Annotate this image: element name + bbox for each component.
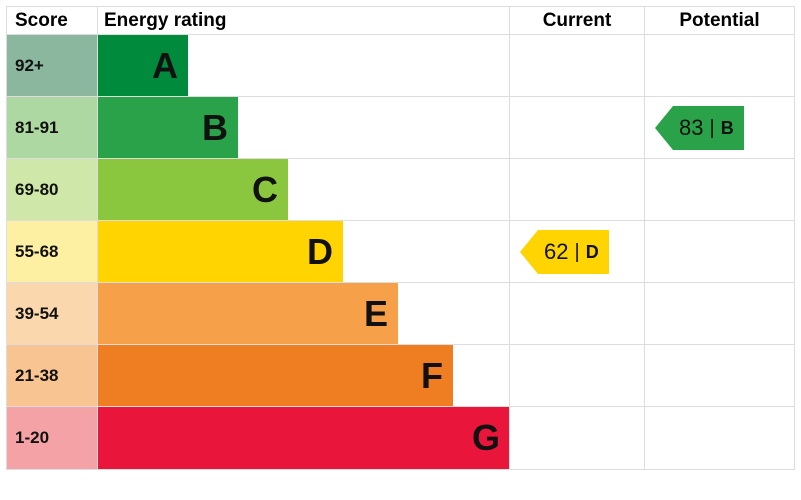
bar-b: B [98, 97, 238, 158]
potential-tag-arrow-icon [655, 106, 673, 150]
rating-cell-d: D [97, 221, 509, 282]
potential-tag: 83 | B [655, 106, 744, 150]
score-cell-a: 92+ [7, 35, 97, 96]
band-row-b: 81-91 B 83 | B [7, 97, 794, 159]
band-row-g: 1-20 G [7, 407, 794, 469]
potential-cell-f [644, 345, 794, 406]
header-row: Score Energy rating Current Potential [7, 7, 794, 35]
current-grade: D [586, 242, 599, 263]
current-value: 62 [544, 239, 568, 265]
current-cell-c [509, 159, 644, 220]
bar-a: A [98, 35, 188, 96]
bar-g: G [98, 407, 510, 469]
current-cell-a [509, 35, 644, 96]
score-cell-d: 55-68 [7, 221, 97, 282]
potential-sep: | [709, 117, 714, 140]
current-tag: 62 | D [520, 230, 609, 274]
energy-rating-chart: Score Energy rating Current Potential 92… [6, 6, 795, 470]
current-cell-f [509, 345, 644, 406]
rating-cell-b: B [97, 97, 509, 158]
score-cell-c: 69-80 [7, 159, 97, 220]
bar-e: E [98, 283, 398, 344]
bands-container: 92+ A 81-91 B 83 | B [7, 35, 794, 469]
current-cell-d: 62 | D [509, 221, 644, 282]
score-cell-e: 39-54 [7, 283, 97, 344]
band-row-e: 39-54 E [7, 283, 794, 345]
potential-cell-e [644, 283, 794, 344]
potential-grade: B [721, 118, 734, 139]
current-cell-b [509, 97, 644, 158]
header-rating: Energy rating [97, 7, 509, 34]
potential-value: 83 [679, 115, 703, 141]
rating-cell-e: E [97, 283, 509, 344]
band-row-c: 69-80 C [7, 159, 794, 221]
potential-cell-a [644, 35, 794, 96]
current-cell-g [509, 407, 644, 469]
rating-cell-a: A [97, 35, 509, 96]
potential-tag-body: 83 | B [673, 106, 744, 150]
band-row-f: 21-38 F [7, 345, 794, 407]
score-cell-f: 21-38 [7, 345, 97, 406]
bar-c: C [98, 159, 288, 220]
current-cell-e [509, 283, 644, 344]
potential-cell-d [644, 221, 794, 282]
potential-cell-c [644, 159, 794, 220]
score-cell-g: 1-20 [7, 407, 97, 469]
current-sep: | [574, 241, 579, 264]
header-score: Score [7, 7, 97, 34]
potential-cell-g [644, 407, 794, 469]
current-tag-arrow-icon [520, 230, 538, 274]
band-row-a: 92+ A [7, 35, 794, 97]
bar-d: D [98, 221, 343, 282]
rating-cell-f: F [97, 345, 509, 406]
potential-cell-b: 83 | B [644, 97, 794, 158]
bar-f: F [98, 345, 453, 406]
score-cell-b: 81-91 [7, 97, 97, 158]
current-tag-body: 62 | D [538, 230, 609, 274]
rating-cell-g: G [97, 407, 509, 469]
band-row-d: 55-68 D 62 | D [7, 221, 794, 283]
rating-cell-c: C [97, 159, 509, 220]
header-current: Current [509, 7, 644, 34]
header-potential: Potential [644, 7, 794, 34]
